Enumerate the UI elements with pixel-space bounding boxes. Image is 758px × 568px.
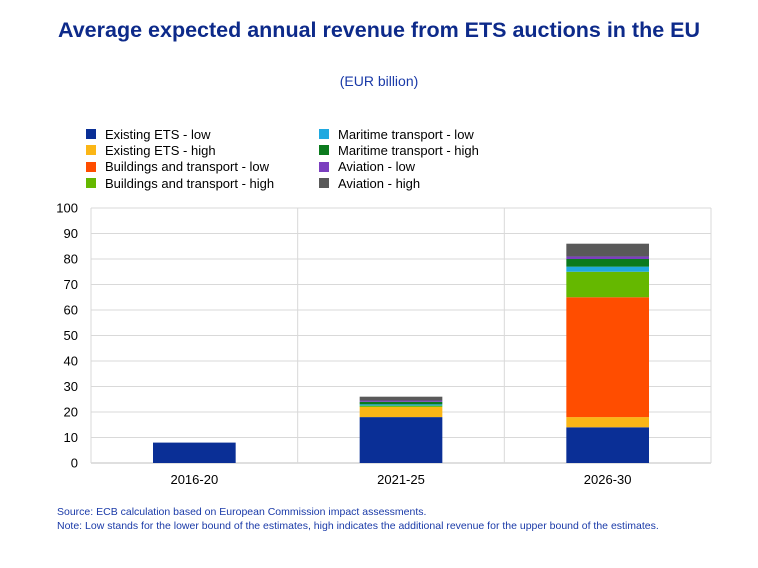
y-tick-label: 60 (64, 303, 78, 318)
bar-segment (566, 417, 649, 428)
legend-swatch (319, 161, 329, 172)
legend-label: Buildings and transport - high (105, 175, 275, 191)
legend-item: Existing ETS - low (86, 126, 274, 142)
y-tick-label: 30 (64, 379, 78, 394)
y-tick-label: 100 (56, 201, 78, 216)
x-tick-label: 2021-25 (377, 472, 425, 487)
bar-segment (566, 427, 649, 463)
legend-label: Existing ETS - high (105, 142, 216, 158)
legend-label: Buildings and transport - low (105, 159, 270, 175)
legend-swatch (86, 161, 96, 172)
y-tick-label: 10 (64, 430, 78, 445)
legend-label: Maritime transport - high (338, 142, 479, 158)
bar-segment (359, 405, 443, 407)
bar-segment (359, 406, 443, 418)
y-tick-label: 80 (64, 252, 78, 267)
source-note: Source: ECB calculation based on Europea… (57, 506, 427, 518)
y-tick-label: 50 (64, 328, 78, 343)
bar-segment (359, 396, 443, 401)
legend-column-right: Maritime transport - low Maritime transp… (319, 126, 479, 191)
explanatory-note: Note: Low stands for the lower bound of … (57, 519, 659, 532)
y-tick-label: 70 (64, 277, 78, 292)
legend-label: Aviation - low (338, 159, 416, 175)
bar-segment (566, 256, 649, 259)
bar-segment (359, 400, 443, 402)
chart-title: Average expected annual revenue from ETS… (0, 17, 758, 43)
stacked-bar-chart: 0 10 20 30 40 50 60 70 80 90 100 2016-20 2021-25 202… (56, 201, 712, 487)
legend-column-left: Existing ETS - low Existing ETS - high B… (86, 126, 274, 191)
legend-label: Maritime transport - low (338, 126, 474, 142)
bar-segment (359, 401, 443, 405)
y-axis-tick-labels: 0 10 20 30 40 50 60 70 80 90 100 (56, 201, 78, 471)
legend-swatch (319, 178, 329, 189)
chart-footnote: Source: ECB calculation based on Europea… (57, 506, 737, 533)
legend-label: Aviation - high (338, 175, 421, 191)
bar-segment (153, 442, 236, 463)
legend-item: Buildings and transport - high (86, 175, 274, 191)
legend-swatch (319, 145, 329, 156)
bar-segment (566, 271, 649, 298)
bar-segment (566, 243, 649, 257)
y-tick-label: 20 (64, 405, 78, 420)
legend-item: Buildings and transport - low (86, 159, 274, 175)
bar-segment (566, 297, 649, 418)
legend-swatch (86, 129, 96, 140)
legend-item: Maritime transport - high (319, 142, 479, 158)
chart-subtitle: (EUR billion) (339, 73, 419, 89)
y-tick-label: 0 (71, 456, 78, 471)
legend-item: Aviation - high (319, 175, 479, 191)
legend-item: Existing ETS - high (86, 142, 274, 158)
chart-title-text: Average expected annual revenue from ETS… (58, 18, 700, 42)
x-axis-tick-labels: 2016-20 2021-25 2026-30 (170, 472, 631, 487)
x-tick-label: 2026-30 (584, 472, 632, 487)
bar-segment (566, 259, 649, 267)
legend-swatch (86, 145, 96, 156)
y-tick-label: 90 (64, 226, 78, 241)
bar-segment (359, 404, 443, 406)
bars (153, 243, 649, 463)
bar-segment (566, 266, 649, 272)
x-tick-label: 2016-20 (170, 472, 218, 487)
y-tick-label: 40 (64, 354, 78, 369)
legend-item: Maritime transport - low (319, 126, 479, 142)
legend-swatch (319, 129, 329, 140)
legend-label: Existing ETS - low (105, 126, 211, 142)
bar-segment (359, 417, 443, 463)
legend-item: Aviation - low (319, 159, 479, 175)
legend-swatch (86, 178, 96, 189)
